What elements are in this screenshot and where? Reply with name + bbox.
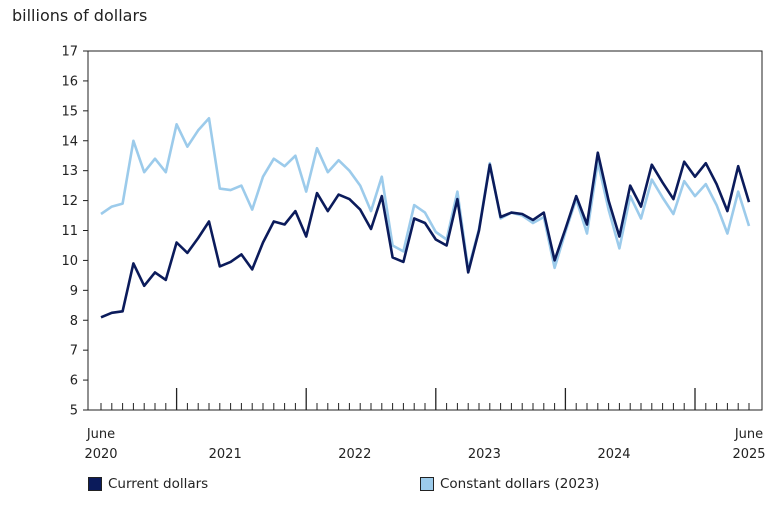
legend-label-current: Current dollars	[108, 476, 209, 492]
x-label-year: 2024	[597, 447, 630, 462]
y-tick-label: 16	[61, 74, 78, 89]
y-tick-label: 14	[61, 134, 78, 149]
y-tick-label: 8	[70, 314, 78, 329]
y-tick-label: 7	[70, 344, 78, 359]
x-label-month: June	[86, 427, 115, 442]
y-tick-label: 15	[61, 104, 78, 119]
y-tick-label: 11	[61, 224, 78, 239]
x-label-year: 2025	[732, 447, 765, 462]
legend-item-current: Current dollars	[88, 476, 208, 492]
x-label-year: 2023	[468, 447, 501, 462]
series-line-constant-dollars	[100, 117, 751, 271]
x-label-year: 2022	[338, 447, 371, 462]
series-line-current-dollars	[100, 151, 751, 319]
x-label-year: 2020	[84, 447, 117, 462]
y-tick-label: 5	[70, 404, 78, 419]
y-tick-label: 17	[61, 45, 78, 60]
legend-swatch-constant	[420, 477, 434, 491]
y-tick-label: 6	[70, 374, 78, 389]
y-tick-label: 9	[70, 284, 78, 299]
x-label-year: 2021	[209, 447, 242, 462]
y-tick-label: 13	[61, 164, 78, 179]
legend-swatch-current	[88, 477, 102, 491]
y-tick-label: 12	[61, 194, 78, 209]
x-label-month: June	[734, 427, 763, 442]
legend-label-constant: Constant dollars (2023)	[440, 476, 600, 492]
y-tick-label: 10	[61, 254, 78, 269]
y-axis-unit-label: billions of dollars	[12, 6, 148, 25]
plot-frame	[87, 50, 763, 411]
legend-item-constant: Constant dollars (2023)	[420, 476, 599, 492]
